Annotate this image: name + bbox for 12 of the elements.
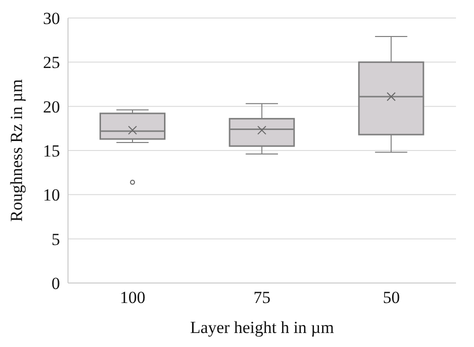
y-tick-label: 20: [43, 97, 60, 116]
y-axis-title: Roughness Rz in µm: [7, 79, 26, 222]
y-tick-label: 10: [43, 186, 60, 205]
x-tick-label: 75: [254, 288, 270, 308]
x-tick-label: 100: [120, 288, 146, 308]
x-tick-label: 50: [382, 288, 400, 308]
y-tick-label: 0: [52, 274, 60, 294]
y-tick-label: 5: [52, 230, 60, 249]
y-tick-label: 15: [43, 142, 60, 161]
x-axis-title: Layer height h in µm: [190, 318, 334, 337]
y-tick-label: 30: [43, 9, 60, 28]
y-tick-label: 25: [43, 53, 60, 72]
